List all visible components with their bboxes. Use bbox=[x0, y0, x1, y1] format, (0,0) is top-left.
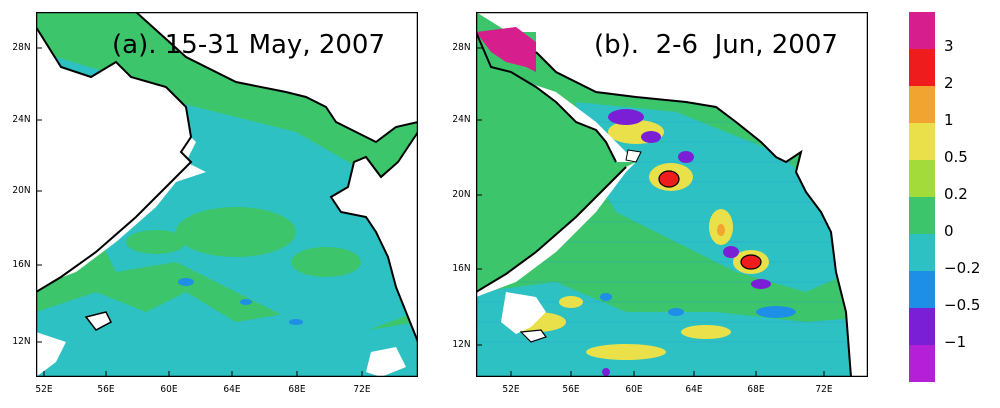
map-panel-a: (a). 15-31 May, 2007 bbox=[36, 12, 418, 377]
colorbar-swatch bbox=[909, 234, 935, 272]
colorbar-label: 1 bbox=[944, 111, 954, 129]
panel-a-lat-label: 12N bbox=[12, 336, 31, 347]
colorbar-label: 0.5 bbox=[944, 148, 968, 166]
panel-a-lat-label: 20N bbox=[12, 185, 31, 196]
colorbar-label: −0.5 bbox=[944, 296, 981, 314]
colorbar-label: 0 bbox=[944, 222, 954, 240]
map-panel-b: (b). 2-6 Jun, 2007 bbox=[476, 12, 868, 377]
colorbar-swatch bbox=[909, 86, 935, 124]
panel-a-lon-label: 64E bbox=[223, 384, 241, 395]
panel-a-lat-label: 28N bbox=[12, 42, 31, 53]
panel-b-lat-label: 20N bbox=[452, 189, 471, 200]
panel-a-lon-label: 68E bbox=[288, 384, 306, 395]
panel-b-lon-label: 60E bbox=[625, 384, 643, 395]
colorbar-label: 2 bbox=[944, 74, 954, 92]
colorbar-label: 0.2 bbox=[944, 185, 968, 203]
panel-a-lon-label: 60E bbox=[160, 384, 178, 395]
colorbar-swatch bbox=[909, 49, 935, 87]
panel-b-lon-label: 52E bbox=[502, 384, 520, 395]
panel-b-lat-label: 16N bbox=[452, 263, 471, 274]
panel-b-lon-label: 56E bbox=[562, 384, 580, 395]
colorbar-swatch bbox=[909, 271, 935, 309]
panel-a-lon-label: 52E bbox=[35, 384, 53, 395]
colorbar-label: 3 bbox=[944, 37, 954, 55]
panel-b-lat-label: 12N bbox=[452, 339, 471, 350]
panel-b-title: (b). 2-6 Jun, 2007 bbox=[594, 30, 838, 60]
colorbar-swatch bbox=[909, 12, 935, 50]
map-b-graphic bbox=[476, 12, 868, 377]
panel-a-title: (a). 15-31 May, 2007 bbox=[112, 30, 386, 60]
colorbar bbox=[909, 12, 935, 382]
colorbar-swatch bbox=[909, 160, 935, 198]
colorbar-label: −0.2 bbox=[944, 259, 981, 277]
panel-a-lat-label: 24N bbox=[12, 114, 31, 125]
panel-b-lon-label: 72E bbox=[815, 384, 833, 395]
colorbar-swatch bbox=[909, 345, 935, 382]
colorbar-label: −1 bbox=[944, 333, 967, 351]
panel-a-lon-label: 56E bbox=[97, 384, 115, 395]
panel-b-lon-label: 68E bbox=[747, 384, 765, 395]
panel-a-lat-label: 16N bbox=[12, 259, 31, 270]
panel-a-lon-label: 72E bbox=[353, 384, 371, 395]
map-a-graphic bbox=[36, 12, 418, 377]
panel-b-lat-label: 24N bbox=[452, 114, 471, 125]
colorbar-swatch bbox=[909, 197, 935, 235]
panel-b-lon-label: 64E bbox=[685, 384, 703, 395]
colorbar-swatch bbox=[909, 308, 935, 346]
colorbar-swatch bbox=[909, 123, 935, 161]
panel-b-lat-label: 28N bbox=[452, 42, 471, 53]
